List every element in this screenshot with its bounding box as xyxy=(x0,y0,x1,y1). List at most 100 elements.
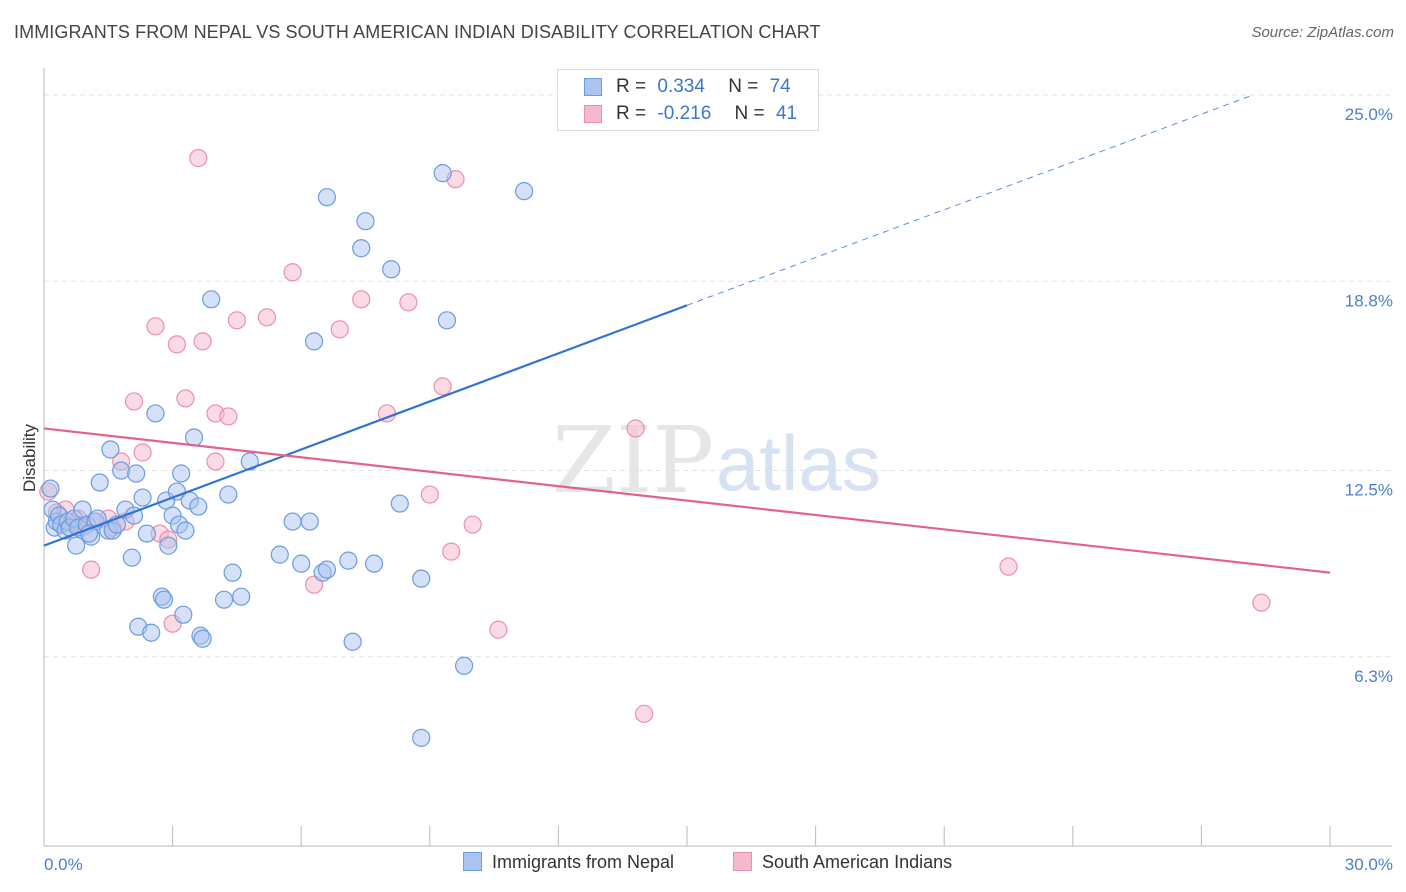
data-point-immigrants-from-nepal xyxy=(356,212,375,231)
legend-n-value: 41 xyxy=(775,103,798,124)
data-point-immigrants-from-nepal xyxy=(73,500,92,519)
data-point-immigrants-from-nepal xyxy=(437,311,457,330)
y-tick-label: 25.0% xyxy=(1345,105,1393,124)
data-point-south-american-indians xyxy=(146,317,165,336)
data-point-immigrants-from-nepal xyxy=(232,587,251,606)
legend-n-label: N = xyxy=(728,76,759,97)
data-point-immigrants-from-nepal xyxy=(167,482,186,501)
data-point-immigrants-from-nepal xyxy=(127,464,146,483)
data-point-immigrants-from-nepal xyxy=(317,560,337,579)
data-point-immigrants-from-nepal xyxy=(364,554,384,573)
data-point-south-american-indians xyxy=(206,452,225,471)
trend-line-nepal-extension xyxy=(686,94,1254,306)
data-point-south-american-indians xyxy=(420,485,439,504)
data-point-immigrants-from-nepal xyxy=(142,623,161,642)
data-point-immigrants-from-nepal xyxy=(193,629,212,648)
y-tick-label: 18.8% xyxy=(1345,291,1393,310)
data-point-immigrants-from-nepal xyxy=(202,290,221,309)
data-point-south-american-indians xyxy=(489,620,508,639)
trend-lines xyxy=(43,94,1331,574)
data-point-south-american-indians xyxy=(176,389,195,408)
legend-r-value: 0.334 xyxy=(657,76,705,97)
y-tick-label: 12.5% xyxy=(1345,481,1393,500)
data-point-south-american-indians xyxy=(626,419,645,438)
chart-title: IMMIGRANTS FROM NEPAL VS SOUTH AMERICAN … xyxy=(14,22,821,42)
data-point-immigrants-from-nepal xyxy=(154,590,174,609)
bottom-legend-south-american: South American Indians xyxy=(733,852,952,873)
data-point-immigrants-from-nepal xyxy=(283,512,302,531)
grid-lines xyxy=(44,94,1392,658)
bottom-legend-label: Immigrants from Nepal xyxy=(492,852,675,872)
data-point-immigrants-from-nepal xyxy=(454,656,474,675)
legend-r-label: R = xyxy=(616,76,647,97)
legend-r-value: -0.216 xyxy=(657,103,712,124)
data-point-south-american-indians xyxy=(193,332,212,351)
data-point-south-american-indians xyxy=(167,335,186,354)
data-point-immigrants-from-nepal xyxy=(223,563,242,582)
data-point-immigrants-from-nepal xyxy=(390,494,409,513)
data-point-immigrants-from-nepal xyxy=(176,521,195,540)
data-point-immigrants-from-nepal xyxy=(412,728,431,747)
data-point-immigrants-from-nepal xyxy=(382,260,401,279)
legend-swatch-pink xyxy=(584,105,602,123)
data-point-immigrants-from-nepal xyxy=(172,464,191,483)
data-point-immigrants-from-nepal xyxy=(339,551,358,570)
data-point-south-american-indians xyxy=(330,320,349,339)
legend-n-label: N = xyxy=(734,103,765,124)
legend-swatch-blue xyxy=(584,78,602,96)
data-point-south-american-indians xyxy=(227,311,246,330)
bottom-legend-nepal: Immigrants from Nepal xyxy=(463,852,674,873)
data-point-south-american-indians xyxy=(257,308,277,327)
x-tick-label-max: 30.0% xyxy=(1345,855,1393,874)
data-point-south-american-indians xyxy=(1252,593,1271,612)
data-point-immigrants-from-nepal xyxy=(304,332,324,351)
bottom-legend-swatch-pink xyxy=(733,852,752,871)
data-point-immigrants-from-nepal xyxy=(292,554,311,573)
watermark-atlas: atlas xyxy=(716,419,881,507)
data-point-immigrants-from-nepal xyxy=(240,452,259,471)
data-point-immigrants-from-nepal xyxy=(214,590,234,609)
data-point-immigrants-from-nepal xyxy=(412,569,431,588)
data-point-immigrants-from-nepal xyxy=(219,485,238,504)
trend-line-nepal xyxy=(43,304,688,547)
legend-n-value: 74 xyxy=(769,76,791,97)
legend-r-label: R = xyxy=(616,103,647,124)
data-point-immigrants-from-nepal xyxy=(101,440,120,459)
stats-legend: R = 0.334 N = 74 R = -0.216 N = 41 xyxy=(557,69,819,131)
y-axis-label: Disability xyxy=(20,423,39,492)
axes xyxy=(43,68,1392,847)
data-point-immigrants-from-nepal xyxy=(515,182,534,201)
data-point-immigrants-from-nepal xyxy=(90,473,109,492)
data-point-immigrants-from-nepal xyxy=(174,605,193,624)
data-point-south-american-indians xyxy=(433,377,452,396)
source-label: Source: ZipAtlas.com xyxy=(1251,24,1394,41)
data-point-immigrants-from-nepal xyxy=(137,524,156,543)
trend-line-south-american xyxy=(43,427,1331,574)
data-point-south-american-indians xyxy=(442,542,461,561)
data-point-south-american-indians xyxy=(124,392,144,411)
data-point-south-american-indians xyxy=(635,704,654,723)
data-point-south-american-indians xyxy=(133,443,152,462)
x-tick-label-min: 0.0% xyxy=(44,855,83,874)
data-point-south-american-indians xyxy=(82,560,101,579)
data-point-immigrants-from-nepal xyxy=(146,404,165,423)
data-point-south-american-indians xyxy=(463,515,482,534)
data-point-immigrants-from-nepal xyxy=(189,497,208,516)
bottom-legend-swatch-blue xyxy=(463,852,482,871)
data-point-immigrants-from-nepal xyxy=(112,461,131,480)
data-point-south-american-indians xyxy=(399,293,418,312)
y-tick-label: 6.3% xyxy=(1354,667,1393,686)
data-point-immigrants-from-nepal xyxy=(133,488,152,507)
data-point-south-american-indians xyxy=(283,263,302,282)
data-point-immigrants-from-nepal xyxy=(122,548,141,567)
data-point-immigrants-from-nepal xyxy=(433,164,452,183)
data-point-immigrants-from-nepal xyxy=(184,428,204,447)
data-point-immigrants-from-nepal xyxy=(159,536,178,555)
data-point-immigrants-from-nepal xyxy=(41,479,60,498)
data-point-south-american-indians xyxy=(352,290,371,309)
tick-labels: 6.3% 12.5% 18.8% 25.0% 0.0% 30.0% xyxy=(44,105,1393,874)
bottom-legend-label: South American Indians xyxy=(762,852,953,872)
data-point-south-american-indians xyxy=(189,149,208,168)
data-point-immigrants-from-nepal xyxy=(67,536,86,555)
